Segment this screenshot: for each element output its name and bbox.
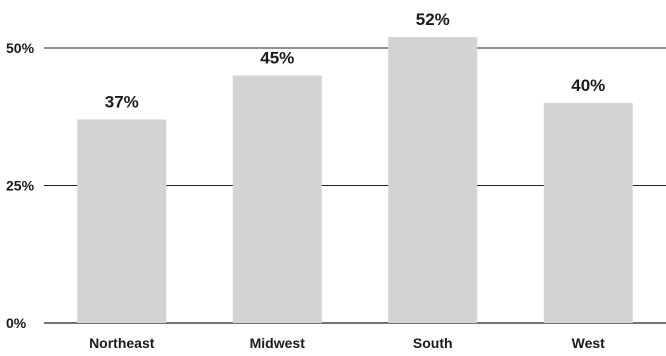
- data-label-west: 40%: [571, 76, 605, 95]
- bar-midwest: [232, 75, 322, 323]
- y-axis-tick-labels: 0% 25% 50%: [6, 40, 35, 331]
- category-label-midwest: Midwest: [250, 335, 306, 351]
- category-label-west: West: [572, 335, 606, 351]
- data-label-midwest: 45%: [260, 49, 294, 68]
- bar-south: [388, 37, 478, 323]
- category-label-northeast: Northeast: [89, 335, 155, 351]
- data-label-northeast: 37%: [105, 93, 139, 112]
- data-label-south: 52%: [416, 10, 450, 29]
- y-tick-label-25: 25%: [6, 178, 35, 194]
- bar-west: [543, 103, 633, 323]
- category-label-south: South: [413, 335, 453, 351]
- bar-northeast: [77, 119, 167, 323]
- y-tick-label-50: 50%: [6, 40, 35, 56]
- y-tick-label-0: 0%: [6, 315, 27, 331]
- bars: [77, 37, 633, 323]
- data-labels: 37% 45% 52% 40%: [105, 10, 606, 112]
- x-axis-category-labels: Northeast Midwest South West: [89, 335, 605, 351]
